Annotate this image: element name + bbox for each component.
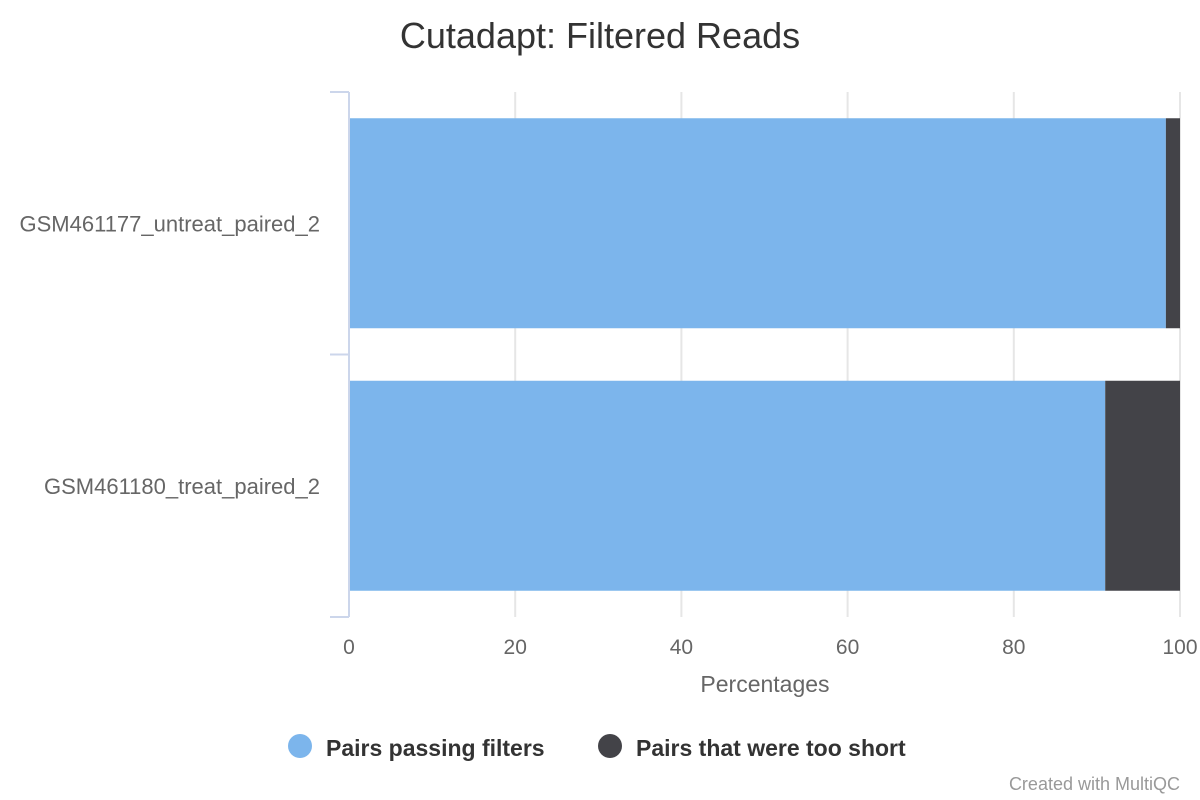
bar-passing[interactable] xyxy=(349,380,1106,591)
x-tick-label: 40 xyxy=(670,636,693,659)
x-tick-label: 0 xyxy=(343,636,355,659)
x-tick-label: 80 xyxy=(1002,636,1025,659)
x-tick-label: 60 xyxy=(836,636,859,659)
bar-passing[interactable] xyxy=(349,118,1166,329)
category-label: GSM461180_treat_paired_2 xyxy=(44,474,320,499)
x-tick-label: 20 xyxy=(504,636,527,659)
category-labels: GSM461177_untreat_paired_2 GSM461180_trea… xyxy=(20,211,320,499)
category-label: GSM461177_untreat_paired_2 xyxy=(20,211,320,236)
axes xyxy=(330,91,350,618)
x-tick-labels: 0 20 40 60 80 100 xyxy=(343,636,1197,659)
legend-marker xyxy=(288,734,312,758)
credits[interactable]: Created with MultiQC xyxy=(1009,774,1180,794)
legend-label: Pairs passing filters xyxy=(326,735,545,761)
x-tick-label: 100 xyxy=(1162,636,1197,659)
legend-item[interactable]: Pairs that were too short xyxy=(598,734,906,761)
x-axis-title: Percentages xyxy=(700,671,829,697)
legend-item[interactable]: Pairs passing filters xyxy=(288,734,545,761)
chart-title: Cutadapt: Filtered Reads xyxy=(400,15,800,56)
legend-label: Pairs that were too short xyxy=(636,735,906,761)
legend-marker xyxy=(598,734,622,758)
bars xyxy=(349,118,1180,591)
bar-too-short[interactable] xyxy=(1165,118,1180,329)
legend: Pairs passing filters Pairs that were too… xyxy=(288,734,906,761)
bar-too-short[interactable] xyxy=(1105,380,1180,591)
